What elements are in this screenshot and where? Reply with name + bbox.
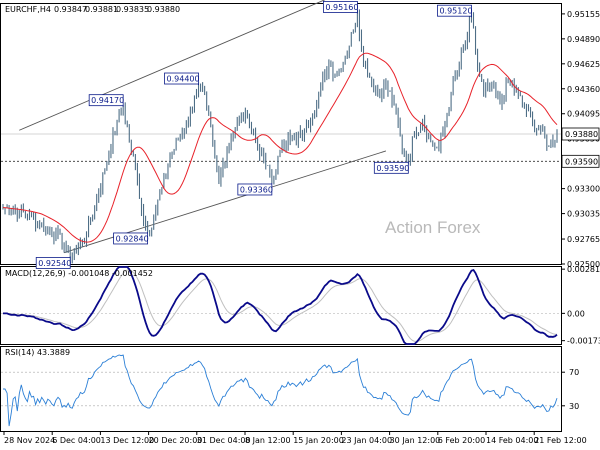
- price-tick-label: 0.92765: [567, 235, 600, 244]
- annotation-box: [88, 94, 124, 107]
- moving-average-line: [2, 52, 558, 243]
- time-tick-label: 14 Feb 04:00: [486, 436, 538, 445]
- annotation-box: [373, 161, 409, 174]
- price-annotation: 0.92540: [35, 256, 71, 269]
- time-tick-label: 20 Dec 20:00: [149, 436, 203, 445]
- annotation-label: 0.92840: [116, 234, 149, 243]
- ohlc-high: 0.93881: [85, 5, 118, 14]
- time-tick-label: 6 Dec 04:00: [52, 436, 101, 445]
- annotation-label: 0.92540: [38, 259, 71, 268]
- time-tick-label: 28 Nov 2024: [4, 436, 55, 445]
- annotation-box: [237, 183, 273, 196]
- price-tick-label: 0.94095: [567, 110, 600, 119]
- price-annotation: 0.92840: [113, 231, 149, 245]
- rsi-tick-label: 30: [569, 402, 579, 411]
- macd-signal-line: [3, 269, 558, 342]
- annotation-label: 0.95160: [325, 3, 358, 12]
- symbol-title: EURCHF,H4: [5, 5, 51, 14]
- macd-title: MACD(12,26,9) -0.001048 -0.001452: [5, 269, 153, 278]
- price-tick-label: 0.93300: [567, 185, 600, 194]
- watermark: Action Forex: [385, 218, 481, 237]
- price-annotation: 0.95120: [437, 4, 473, 18]
- time-tick-label: 30 Jan 12:00: [390, 436, 441, 445]
- price-annotation: 0.93590: [373, 161, 409, 174]
- time-tick-label: 15 Jan 20:00: [293, 436, 344, 445]
- macd-panel-frame: [0, 266, 562, 345]
- macd-main-line: [3, 266, 558, 345]
- channel-upper-line: [19, 0, 326, 131]
- macd-tick-label: 0.00: [567, 309, 585, 318]
- time-tick-label: 6 Feb 20:00: [438, 436, 485, 445]
- annotation-label: 0.94170: [91, 96, 124, 105]
- price-panel-frame: [0, 3, 562, 265]
- rsi-panel: 70 30: [1, 354, 579, 427]
- price-annotation: 0.93360: [237, 182, 273, 196]
- annotation-box: [322, 1, 358, 13]
- price-tick-label: 0.93035: [567, 210, 600, 219]
- time-tick-label: 23 Jan 04:00: [341, 436, 392, 445]
- time-tick-label: 13 Dec 12:00: [100, 436, 154, 445]
- current-price-tag: 0.93880: [561, 127, 600, 141]
- rsi-line: [3, 354, 558, 427]
- support-level-tag-box: [561, 154, 600, 168]
- support-level-tag: 0.93590: [561, 154, 600, 168]
- price-annotation: 0.95160: [322, 1, 358, 14]
- current-price-tag-label: 0.93880: [565, 130, 598, 139]
- support-level-tag-label: 0.93590: [565, 157, 598, 166]
- price-tick-label: 0.94625: [567, 60, 600, 69]
- price-panel-header: EURCHF,H4 0.93847 0.93881 0.93835 0.9388…: [5, 5, 180, 14]
- annotation-box: [437, 4, 472, 17]
- price-tick-label: 0.94890: [567, 35, 600, 44]
- price-annotation: 0.94170: [88, 94, 124, 107]
- macd-panel: 0.002813 0.00 -0.001737: [1, 265, 600, 346]
- annotation-label: 0.94400: [167, 75, 200, 84]
- annotation-label: 0.93360: [240, 185, 273, 194]
- rsi-title: RSI(14) 43.3889: [5, 348, 70, 357]
- ohlc-close: 0.93880: [147, 5, 180, 14]
- annotation-box: [113, 232, 149, 245]
- time-tick-label: 21 Feb 12:00: [534, 436, 586, 445]
- price-tick-label: 0.95155: [567, 10, 600, 19]
- ohlc-low: 0.93835: [116, 5, 149, 14]
- rsi-panel-frame: [0, 346, 562, 432]
- current-price-tag-box: [561, 127, 600, 141]
- price-tick-label: 0.92500: [567, 260, 600, 269]
- macd-tick-label: 0.002813: [567, 265, 600, 274]
- time-tick-label: 8 Jan 12:00: [245, 436, 291, 445]
- annotation-label: 0.93590: [376, 164, 409, 173]
- macd-tick-label: -0.001737: [567, 337, 600, 346]
- price-bars: [2, 9, 558, 264]
- annotation-label: 0.95120: [439, 7, 472, 16]
- price-annotation: 0.94400: [164, 72, 200, 86]
- annotation-box: [35, 257, 71, 269]
- price-panel: 0.95155 0.94890 0.94625 0.94360 0.94095 0.938…: [1, 0, 600, 269]
- ohlc-open: 0.93847: [54, 5, 87, 14]
- rsi-tick-label: 70: [569, 368, 579, 377]
- time-tick-label: 31 Dec 04:00: [197, 436, 251, 445]
- annotation-box: [164, 72, 199, 85]
- price-tick-label: 0.94360: [567, 85, 600, 94]
